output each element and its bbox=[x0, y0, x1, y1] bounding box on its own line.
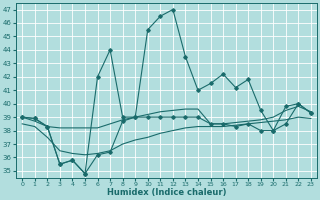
X-axis label: Humidex (Indice chaleur): Humidex (Indice chaleur) bbox=[107, 188, 226, 197]
